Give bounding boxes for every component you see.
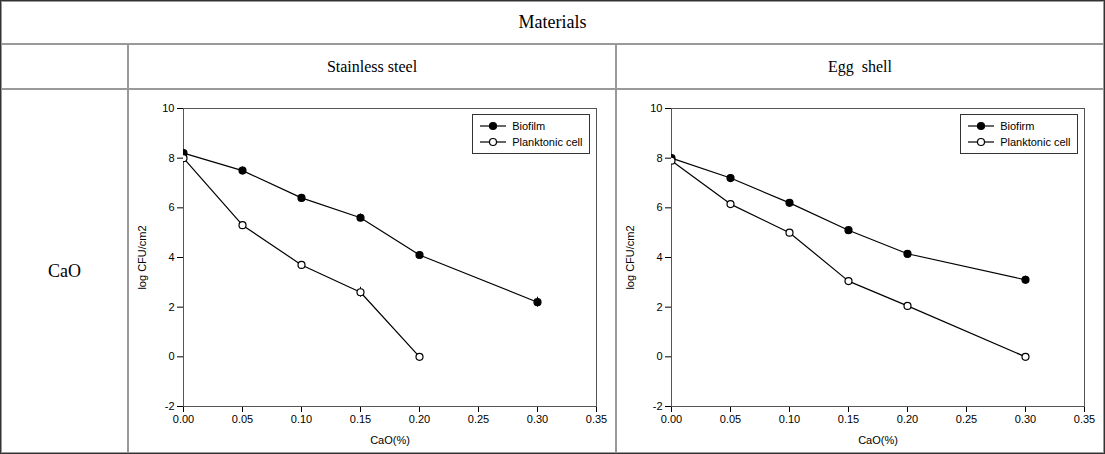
- svg-text:2: 2: [656, 301, 662, 313]
- html-text:Stainless steel: Stainless steel: [326, 57, 418, 75]
- svg-text:-2: -2: [652, 400, 662, 412]
- svg-text:4: 4: [168, 251, 174, 263]
- svg-text:6: 6: [656, 201, 662, 213]
- html-text:Biofirm: Biofirm: [1000, 120, 1035, 132]
- svg-text:0.35: 0.35: [585, 413, 606, 425]
- svg-text:8: 8: [656, 152, 662, 164]
- svg-text:0.05: 0.05: [231, 413, 252, 425]
- svg-text:0.30: 0.30: [1014, 413, 1035, 425]
- svg-text:6: 6: [168, 201, 174, 213]
- svg-text:0.15: 0.15: [837, 413, 858, 425]
- svg-text:0.05: 0.05: [719, 413, 740, 425]
- svg-text:-2: -2: [164, 400, 174, 412]
- html-text:Planktonic cell: Planktonic cell: [1000, 136, 1071, 148]
- svg-text:0: 0: [168, 350, 174, 362]
- html-text:Egg shell: Egg shell: [828, 57, 892, 75]
- html-text:CaO: CaO: [48, 260, 81, 281]
- svg-text:0.20: 0.20: [408, 413, 429, 425]
- svg-text:CaO(%): CaO(%): [858, 434, 898, 446]
- svg-text:0.00: 0.00: [660, 413, 681, 425]
- svg-text:0.00: 0.00: [172, 413, 193, 425]
- svg-text:0.30: 0.30: [526, 413, 547, 425]
- svg-text:log CFU/cm2: log CFU/cm2: [136, 225, 148, 289]
- svg-text:10: 10: [650, 102, 662, 114]
- svg-text:0.25: 0.25: [467, 413, 488, 425]
- svg-text:0.20: 0.20: [896, 413, 917, 425]
- svg-text:CaO(%): CaO(%): [370, 434, 410, 446]
- svg-text:0.10: 0.10: [290, 413, 311, 425]
- html-text:Biofilm: Biofilm: [512, 120, 546, 132]
- svg-text:0.35: 0.35: [1073, 413, 1094, 425]
- svg-text:log CFU/cm2: log CFU/cm2: [624, 225, 636, 289]
- html-text:Planktonic cell: Planktonic cell: [512, 136, 583, 148]
- svg-text:0.10: 0.10: [778, 413, 799, 425]
- svg-text:2: 2: [168, 301, 174, 313]
- svg-text:0.15: 0.15: [349, 413, 370, 425]
- html-text:Materials: Materials: [518, 12, 587, 32]
- svg-text:0.25: 0.25: [955, 413, 976, 425]
- svg-text:0: 0: [656, 350, 662, 362]
- svg-text:10: 10: [162, 102, 174, 114]
- svg-text:8: 8: [168, 152, 174, 164]
- svg-text:4: 4: [656, 251, 662, 263]
